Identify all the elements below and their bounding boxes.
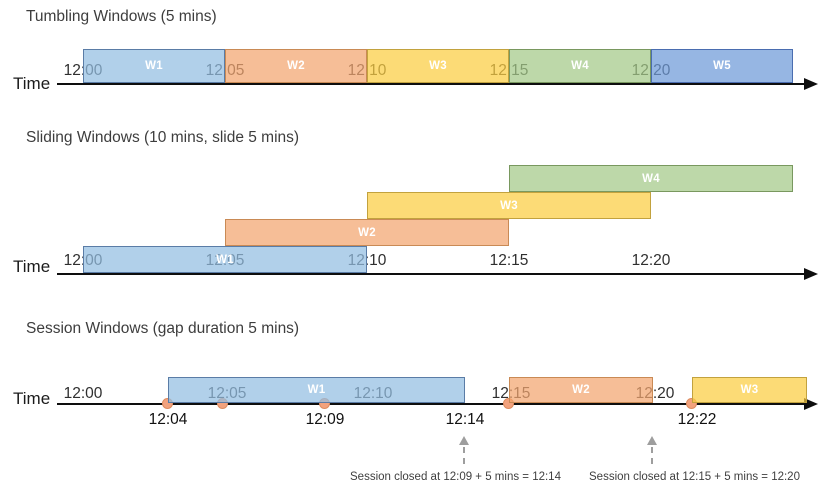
session-window-w1: W1 xyxy=(168,377,465,403)
event-label-1222: 12:22 xyxy=(677,411,717,428)
session-window-w3: W3 xyxy=(692,377,807,403)
sliding-window-w3: W3 xyxy=(367,192,651,219)
tumbling-window-w4: W4 xyxy=(509,49,651,83)
session-axis-arrowhead-icon xyxy=(804,398,818,410)
session-close-annotation-2: Session closed at 12:15 + 5 mins = 12:20 xyxy=(589,471,800,483)
tumbling-window-w5: W5 xyxy=(651,49,793,83)
tumbling-window-w2: W2 xyxy=(225,49,367,83)
tumbling-window-w3: W3 xyxy=(367,49,509,83)
sliding-window-w4-label: W4 xyxy=(642,172,660,185)
sliding-time-axis xyxy=(57,273,808,275)
tumbling-window-w3-label: W3 xyxy=(429,60,447,72)
tumbling-window-w1: W1 xyxy=(83,49,225,83)
session-window-w3-label: W3 xyxy=(740,384,759,396)
tumbling-time-axis xyxy=(57,83,808,85)
session-window-w2: W2 xyxy=(509,377,653,403)
session-tick-1200: 12:00 xyxy=(63,385,103,402)
session-close-arrow-line xyxy=(651,447,653,464)
event-dot-1215 xyxy=(503,398,514,409)
session-close-up-arrow-icon xyxy=(459,436,469,445)
session-close-arrow-line xyxy=(463,447,465,464)
event-label-1209: 12:09 xyxy=(305,411,345,428)
event-dot-1222 xyxy=(686,398,697,409)
sliding-axis-arrowhead-icon xyxy=(804,268,818,280)
session-close-up-arrow-icon xyxy=(647,436,657,445)
session-title: Session Windows (gap duration 5 mins) xyxy=(26,320,300,337)
tumbling-window-w5-label: W5 xyxy=(713,60,731,72)
sliding-window-w2: W2 xyxy=(225,219,509,246)
sliding-tick-1215: 12:15 xyxy=(489,252,529,269)
tumbling-axis-arrowhead-icon xyxy=(804,78,818,90)
sliding-window-w3-label: W3 xyxy=(500,199,518,212)
session-time-axis xyxy=(57,403,808,405)
sliding-window-w1-label: W1 xyxy=(216,253,234,266)
event-label-1204: 12:04 xyxy=(148,411,188,428)
tumbling-window-w4-label: W4 xyxy=(571,60,589,72)
session-window-w1-label: W1 xyxy=(307,384,326,396)
session-time-axis-label: Time xyxy=(13,389,51,408)
sliding-tick-1220: 12:20 xyxy=(631,252,671,269)
event-label-1214: 12:14 xyxy=(445,411,485,428)
tumbling-window-w2-label: W2 xyxy=(287,60,305,72)
session-close-annotation-1: Session closed at 12:09 + 5 mins = 12:14 xyxy=(350,471,561,483)
tumbling-time-axis-label: Time xyxy=(13,74,51,93)
event-dot-1204 xyxy=(162,398,173,409)
session-window-w2-label: W2 xyxy=(572,384,590,396)
tumbling-window-w1-label: W1 xyxy=(145,60,163,72)
sliding-time-axis-label: Time xyxy=(13,257,51,276)
tumbling-title: Tumbling Windows (5 mins) xyxy=(26,8,217,25)
sliding-window-w1: W1 xyxy=(83,246,367,273)
sliding-window-w4: W4 xyxy=(509,165,793,192)
sliding-window-w2-label: W2 xyxy=(358,226,376,239)
sliding-title: Sliding Windows (10 mins, slide 5 mins) xyxy=(26,129,300,146)
